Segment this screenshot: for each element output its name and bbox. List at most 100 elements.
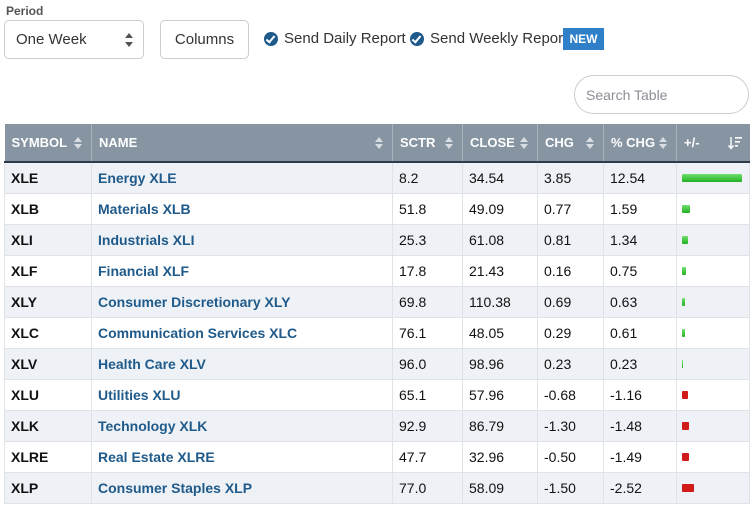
sort-descending-icon <box>727 137 742 150</box>
send-daily-report-label: Send Daily Report <box>284 30 406 47</box>
name-cell: Industrials XLI <box>91 224 393 256</box>
change-bar <box>682 266 686 275</box>
column-header-sctr[interactable]: SCTR <box>392 124 463 163</box>
period-label: Period <box>6 4 44 18</box>
table-row: XLF Financial XLF 17.8 21.43 0.16 0.75 <box>4 255 750 287</box>
table-row: XLP Consumer Staples XLP 77.0 58.09 -1.50 -2.… <box>4 472 750 504</box>
column-header-symbol[interactable]: SYMBOL <box>4 124 92 163</box>
change-bar <box>682 173 742 182</box>
table-row: XLV Health Care XLV 96.0 98.96 0.23 0.23 <box>4 348 750 380</box>
sector-link[interactable]: Consumer Staples XLP <box>98 479 253 496</box>
table-row: XLB Materials XLB 51.8 49.09 0.77 1.59 <box>4 193 750 225</box>
sort-icon <box>445 137 453 149</box>
close-cell: 58.09 <box>462 472 538 504</box>
sctr-cell: 69.8 <box>392 286 463 318</box>
sort-icon <box>520 137 528 149</box>
sctr-cell: 47.7 <box>392 441 463 473</box>
select-arrows-icon <box>125 33 133 47</box>
sort-icon <box>74 137 82 149</box>
sctr-cell: 51.8 <box>392 193 463 225</box>
new-badge: NEW <box>563 28 604 50</box>
change-bar-cell <box>676 441 750 473</box>
change-bar <box>682 204 690 213</box>
chg-cell: -1.30 <box>537 410 604 442</box>
close-cell: 21.43 <box>462 255 538 287</box>
chg-cell: 0.69 <box>537 286 604 318</box>
close-cell: 48.05 <box>462 317 538 349</box>
columns-button[interactable]: Columns <box>160 20 249 59</box>
send-daily-report-toggle[interactable]: Send Daily Report <box>264 30 406 47</box>
pct-chg-cell: 0.23 <box>603 348 677 380</box>
change-bar-cell <box>676 317 750 349</box>
column-header-close[interactable]: CLOSE <box>462 124 538 163</box>
table-row: XLRE Real Estate XLRE 47.7 32.96 -0.50 -1.49 <box>4 441 750 473</box>
change-bar <box>682 390 688 399</box>
period-select-value: One Week <box>16 31 87 48</box>
check-circle-icon <box>264 31 278 46</box>
pct-chg-cell: -1.16 <box>603 379 677 411</box>
change-bar-cell <box>676 410 750 442</box>
search-input[interactable] <box>574 75 749 114</box>
column-header-chg[interactable]: CHG <box>537 124 604 163</box>
name-cell: Communication Services XLC <box>91 317 393 349</box>
column-header-name[interactable]: NAME <box>91 124 393 163</box>
sector-link[interactable]: Energy XLE <box>98 169 177 186</box>
name-cell: Health Care XLV <box>91 348 393 380</box>
change-bar-cell <box>676 472 750 504</box>
chg-cell: 0.16 <box>537 255 604 287</box>
chg-cell: 0.81 <box>537 224 604 256</box>
change-bar <box>682 328 685 337</box>
table-header-row: SYMBOL NAME SCTR CLOSE CHG % CHG +/- <box>4 124 750 163</box>
sector-link[interactable]: Health Care XLV <box>98 355 206 372</box>
change-bar <box>682 297 685 306</box>
name-cell: Technology XLK <box>91 410 393 442</box>
pct-chg-cell: 12.54 <box>603 162 677 194</box>
sector-link[interactable]: Consumer Discretionary XLY <box>98 293 291 310</box>
close-cell: 98.96 <box>462 348 538 380</box>
chg-cell: -1.50 <box>537 472 604 504</box>
name-cell: Consumer Staples XLP <box>91 472 393 504</box>
close-cell: 110.38 <box>462 286 538 318</box>
name-cell: Energy XLE <box>91 162 393 194</box>
close-cell: 32.96 <box>462 441 538 473</box>
sctr-cell: 92.9 <box>392 410 463 442</box>
sector-link[interactable]: Utilities XLU <box>98 386 181 403</box>
sctr-cell: 65.1 <box>392 379 463 411</box>
period-select[interactable]: One Week <box>4 20 144 59</box>
column-header-pct-chg[interactable]: % CHG <box>603 124 677 163</box>
sctr-cell: 76.1 <box>392 317 463 349</box>
table-row: XLU Utilities XLU 65.1 57.96 -0.68 -1.16 <box>4 379 750 411</box>
symbol-cell: XLK <box>4 410 92 442</box>
sector-link[interactable]: Real Estate XLRE <box>98 448 215 465</box>
change-bar-cell <box>676 255 750 287</box>
chg-cell: -0.50 <box>537 441 604 473</box>
pct-chg-cell: 0.75 <box>603 255 677 287</box>
symbol-cell: XLI <box>4 224 92 256</box>
name-cell: Materials XLB <box>91 193 393 225</box>
sector-link[interactable]: Technology XLK <box>98 417 208 434</box>
symbol-cell: XLF <box>4 255 92 287</box>
pct-chg-cell: 0.63 <box>603 286 677 318</box>
sector-link[interactable]: Financial XLF <box>98 262 190 279</box>
chg-cell: 0.77 <box>537 193 604 225</box>
send-weekly-report-toggle[interactable]: Send Weekly Report <box>410 30 567 47</box>
change-bar-cell <box>676 379 750 411</box>
change-bar-cell <box>676 193 750 225</box>
symbol-cell: XLE <box>4 162 92 194</box>
chg-cell: 0.23 <box>537 348 604 380</box>
sector-link[interactable]: Communication Services XLC <box>98 324 298 341</box>
close-cell: 86.79 <box>462 410 538 442</box>
chg-cell: 3.85 <box>537 162 604 194</box>
pct-chg-cell: 1.34 <box>603 224 677 256</box>
name-cell: Consumer Discretionary XLY <box>91 286 393 318</box>
close-cell: 34.54 <box>462 162 538 194</box>
check-circle-icon <box>410 31 424 46</box>
change-bar-cell <box>676 348 750 380</box>
change-bar <box>682 359 683 368</box>
sector-link[interactable]: Industrials XLI <box>98 231 195 248</box>
symbol-cell: XLRE <box>4 441 92 473</box>
column-header-plus-minus[interactable]: +/- <box>676 124 750 163</box>
pct-chg-cell: 0.61 <box>603 317 677 349</box>
sector-link[interactable]: Materials XLB <box>98 200 191 217</box>
send-weekly-report-label: Send Weekly Report <box>430 30 568 47</box>
